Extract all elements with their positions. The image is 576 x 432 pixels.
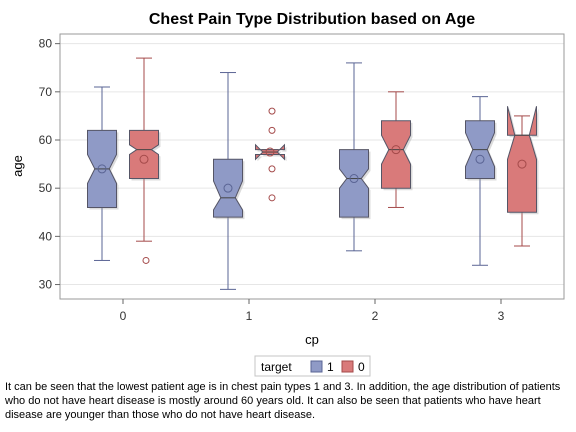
- mean-marker: [517, 159, 527, 169]
- box-series-1-cp-1: [213, 72, 245, 290]
- box-body: [213, 158, 243, 218]
- y-tick-label-80: 80: [39, 37, 53, 51]
- x-tick-label-2: 2: [372, 309, 379, 323]
- box-series-1-cp-3: [465, 96, 497, 266]
- box-body: [129, 129, 159, 179]
- mean-marker: [139, 154, 149, 164]
- y-tick-label-30: 30: [39, 278, 53, 292]
- outlier-point-3: [268, 107, 276, 115]
- x-tick-label-3: 3: [498, 309, 505, 323]
- outlier-point-0: [142, 256, 150, 264]
- mean-marker: [391, 145, 401, 155]
- legend-label-series-1: 1: [327, 360, 334, 374]
- chart-caption: It can be seen that the lowest patient a…: [5, 381, 561, 421]
- outlier-point-1: [268, 165, 276, 173]
- legend-title: target: [261, 360, 292, 374]
- legend-swatch-series-1: [310, 360, 323, 373]
- mean-marker: [223, 183, 233, 193]
- box-series: [87, 57, 539, 290]
- mean-marker: [475, 154, 485, 164]
- mean-marker: [265, 147, 275, 157]
- y-tick-label-50: 50: [39, 181, 53, 195]
- y-axis: 30 40 50 60 70 80: [39, 37, 60, 292]
- x-axis-label: cp: [305, 332, 319, 347]
- box-series-1-cp-2: [339, 62, 371, 252]
- mean-marker: [97, 164, 107, 174]
- chart-background: [0, 0, 576, 380]
- box-body: [339, 149, 369, 218]
- mean-marker: [349, 174, 359, 184]
- y-tick-label-40: 40: [39, 229, 53, 243]
- y-tick-label-70: 70: [39, 85, 53, 99]
- box-series-1-cp-0: [87, 86, 119, 261]
- legend-label-series-0: 0: [358, 360, 365, 374]
- legend-swatch-series-0: [341, 360, 354, 373]
- outlier-point-0: [268, 194, 276, 202]
- y-axis-label: age: [10, 155, 25, 177]
- legend: target 1 0: [254, 355, 371, 377]
- box-series-0-cp-1: [255, 107, 287, 202]
- chart-title: Chest Pain Type Distribution based on Ag…: [149, 11, 475, 28]
- box-body: [381, 120, 411, 189]
- x-tick-label-0: 0: [120, 309, 127, 323]
- outlier-point-2: [268, 126, 276, 134]
- box-series-0-cp-2: [381, 91, 413, 208]
- x-tick-label-1: 1: [246, 309, 253, 323]
- box-plot-chart: Chest Pain Type Distribution based on Ag…: [0, 0, 576, 380]
- box-series-0-cp-0: [129, 57, 161, 264]
- y-tick-label-60: 60: [39, 133, 53, 147]
- x-axis: 0 1 2 3: [120, 299, 505, 323]
- box-body: [507, 106, 537, 213]
- plot-frame: [59, 33, 565, 300]
- box-series-0-cp-3: [507, 106, 539, 247]
